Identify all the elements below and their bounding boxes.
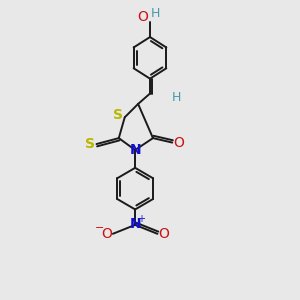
Text: N: N: [129, 217, 141, 231]
Text: H: H: [151, 8, 160, 20]
Text: H: H: [171, 91, 181, 104]
Text: +: +: [137, 214, 145, 224]
Text: O: O: [101, 227, 112, 242]
Text: O: O: [173, 136, 184, 150]
Text: −: −: [95, 224, 104, 233]
Text: N: N: [129, 143, 141, 157]
Text: S: S: [113, 108, 123, 122]
Text: O: O: [158, 227, 169, 242]
Text: O: O: [137, 10, 148, 24]
Text: S: S: [85, 137, 95, 151]
